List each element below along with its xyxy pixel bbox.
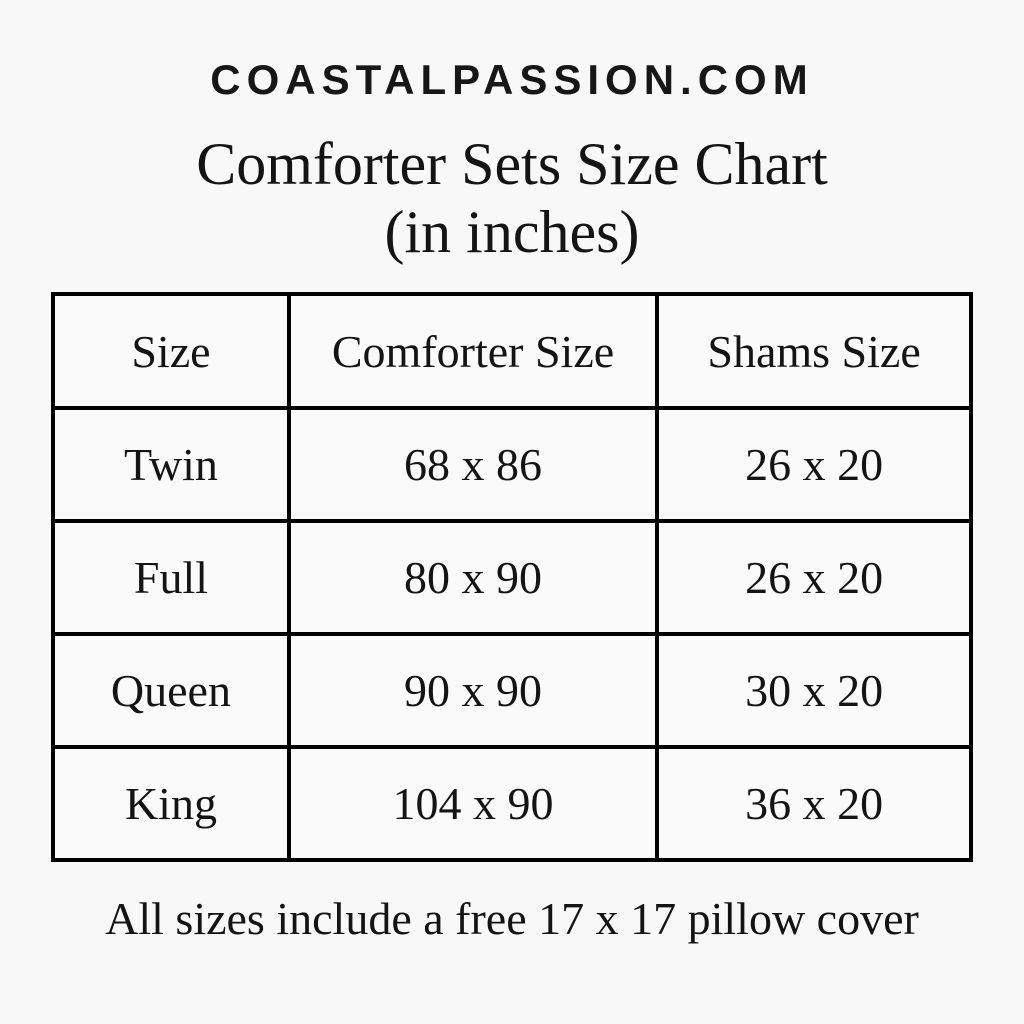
column-header-shams-size: Shams Size <box>655 292 973 410</box>
table-cell: 26 x 20 <box>655 406 973 523</box>
table-cell: 104 x 90 <box>286 745 660 862</box>
table-cell: 80 x 90 <box>286 519 660 636</box>
brand-header: COASTALPASSION.COM <box>210 56 814 103</box>
table-row-queen: Queen 90 x 90 30 x 20 <box>51 632 973 749</box>
page-title-line2: (in inches) <box>384 199 640 265</box>
table-cell: 68 x 86 <box>286 406 660 523</box>
column-header-comforter-size: Comforter Size <box>286 292 660 410</box>
table-cell: 90 x 90 <box>286 632 660 749</box>
table-row-king: King 104 x 90 36 x 20 <box>51 745 973 862</box>
table-row-twin: Twin 68 x 86 26 x 20 <box>51 406 973 523</box>
table-cell: Queen <box>51 632 291 749</box>
page-title: Comforter Sets Size Chart (in inches) <box>0 130 1024 266</box>
table-cell: Full <box>51 519 291 636</box>
table-cell: 30 x 20 <box>655 632 973 749</box>
footer-note: All sizes include a free 17 x 17 pillow … <box>105 893 919 944</box>
column-header-size: Size <box>51 292 291 410</box>
page-title-line1: Comforter Sets Size Chart <box>196 131 828 197</box>
table-cell: 36 x 20 <box>655 745 973 862</box>
table-cell: King <box>51 745 291 862</box>
table-row-full: Full 80 x 90 26 x 20 <box>51 519 973 636</box>
table-header-row: Size Comforter Size Shams Size <box>51 292 973 410</box>
table-cell: 26 x 20 <box>655 519 973 636</box>
table-cell: Twin <box>51 406 291 523</box>
size-chart-table: Size Comforter Size Shams Size Twin 68 x… <box>51 292 973 862</box>
